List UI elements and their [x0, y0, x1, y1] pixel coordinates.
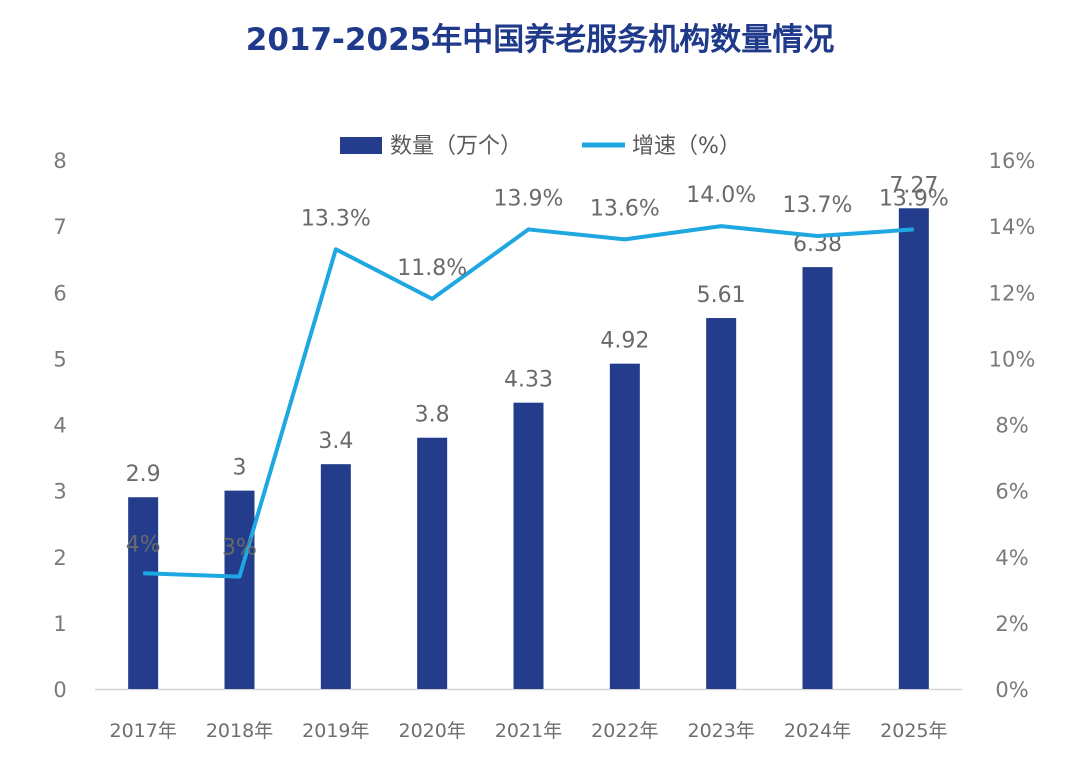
- chart-title: 2017-2025年中国养老服务机构数量情况: [245, 22, 835, 58]
- bar: [898, 208, 929, 690]
- line-value-label: 11.8%: [397, 256, 467, 281]
- bar: [224, 490, 255, 689]
- line-value-label: 13.3%: [301, 206, 371, 231]
- y-left-tick-label: 0: [53, 678, 66, 702]
- x-tick-label: 2022年: [591, 720, 658, 742]
- bar-value-label: 4.33: [504, 368, 553, 393]
- bar: [128, 497, 159, 689]
- bar-value-label: 3: [233, 456, 247, 481]
- bar-value-label: 5.61: [697, 283, 746, 308]
- bar: [802, 267, 833, 689]
- line-value-label: 13.9%: [879, 186, 949, 211]
- x-tick-label: 2024年: [784, 720, 851, 742]
- y-right-tick-label: 12%: [989, 281, 1036, 305]
- line-value-label: 13.6%: [590, 196, 660, 221]
- bar-value-label: 3.4: [318, 429, 353, 454]
- y-right-tick-label: 4%: [995, 546, 1028, 570]
- x-tick-label: 2020年: [398, 720, 465, 742]
- y-left-tick-label: 1: [53, 612, 66, 636]
- line-value-label: 14.0%: [686, 183, 756, 208]
- x-tick-label: 2019年: [302, 720, 369, 742]
- bar-value-label: 7.27: [889, 173, 938, 198]
- x-tick-label: 2017年: [109, 720, 176, 742]
- line-value-label: 13.9%: [494, 186, 564, 211]
- y-right-tick-label: 6%: [995, 480, 1028, 504]
- y-right-tick-label: 10%: [989, 347, 1036, 371]
- bar-value-label: 2.9: [126, 462, 161, 487]
- y-left-tick-label: 8: [53, 149, 66, 173]
- y-axis-left: 0 1 2 3 4 5 6 7 8: [53, 149, 66, 702]
- growth-line: [143, 224, 914, 579]
- y-right-tick-label: 2%: [995, 612, 1028, 636]
- line-labels: 4% 3% 13.3% 11.8% 13.9% 13.6% 14.0% 13.7% 13.9%: [126, 183, 949, 560]
- x-tick-label: 2021年: [495, 720, 562, 742]
- legend-bar-swatch: [340, 137, 382, 154]
- bar: [706, 318, 737, 689]
- bar: [513, 402, 544, 689]
- bar: [417, 437, 448, 689]
- y-left-tick-label: 5: [53, 347, 66, 371]
- y-left-tick-label: 3: [53, 480, 66, 504]
- legend-bar-label: 数量（万个）: [390, 134, 522, 159]
- legend: 数量（万个） 增速（%）: [340, 134, 741, 159]
- legend-line-label: 增速（%）: [632, 134, 741, 159]
- line-value-label: 3%: [222, 536, 257, 561]
- bar-value-label: 4.92: [600, 329, 649, 354]
- line-value-label: 13.7%: [783, 193, 853, 218]
- x-tick-label: 2018年: [206, 720, 273, 742]
- bar-value-label: 3.8: [415, 403, 450, 428]
- y-right-tick-label: 16%: [989, 149, 1036, 173]
- x-tick-label: 2025年: [880, 720, 947, 742]
- y-left-tick-label: 6: [53, 281, 66, 305]
- y-right-tick-label: 0%: [995, 678, 1028, 702]
- y-left-tick-label: 4: [53, 414, 66, 438]
- y-left-tick-label: 2: [53, 546, 66, 570]
- x-axis: 2017年 2018年 2019年 2020年 2021年 2022年 2023年 2024年…: [109, 720, 947, 742]
- bar-series: [128, 208, 929, 690]
- y-right-tick-label: 14%: [989, 215, 1036, 239]
- y-right-tick-label: 8%: [995, 414, 1028, 438]
- bar: [320, 464, 351, 689]
- y-left-tick-label: 7: [53, 215, 66, 239]
- line-value-label: 4%: [126, 532, 161, 557]
- y-axis-right: 0% 2% 4% 6% 8% 10% 12% 14% 16%: [989, 149, 1036, 702]
- bar: [609, 363, 640, 689]
- bar-labels: 2.9 33.43.84.334.925.616.387.27: [126, 173, 939, 487]
- x-tick-label: 2023年: [687, 720, 754, 742]
